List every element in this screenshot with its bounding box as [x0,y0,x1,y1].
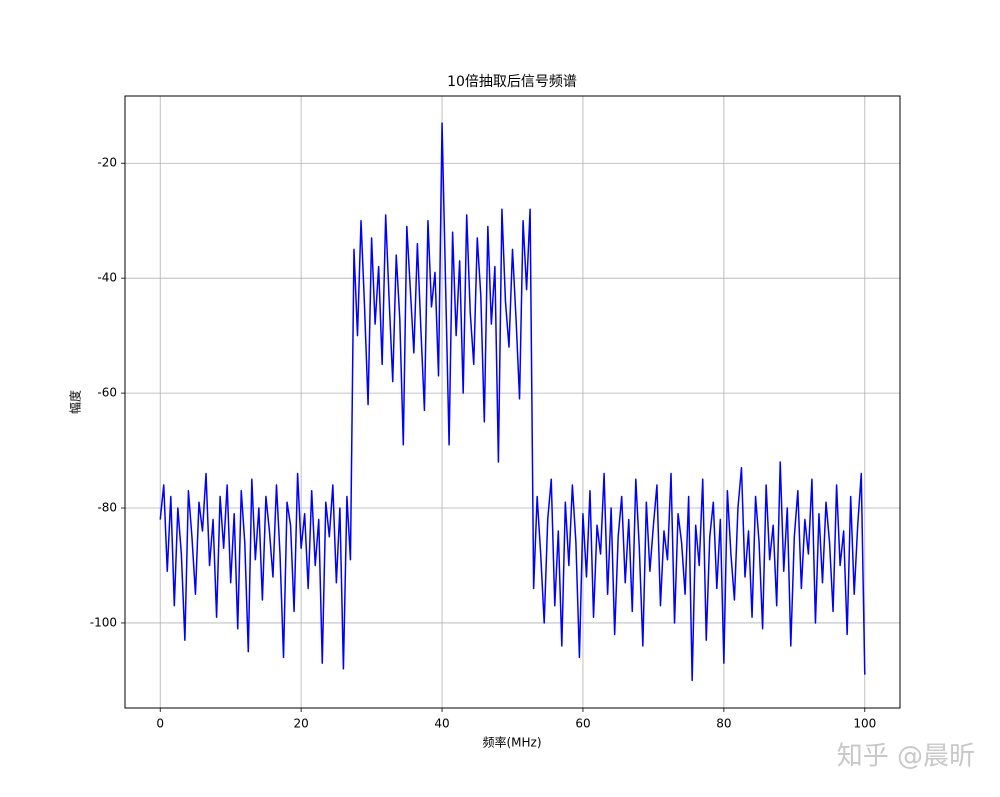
x-tick-label: 60 [575,717,590,731]
x-tick-label: 100 [853,717,876,731]
x-tick-label: 40 [434,717,449,731]
x-tick-label: 20 [293,717,308,731]
y-tick-label: -80 [97,501,117,515]
x-tick-label: 0 [156,717,164,731]
x-tick-label: 80 [716,717,731,731]
y-axis-label: 幅度 [68,390,83,414]
y-tick-label: -40 [97,271,117,285]
watermark: 知乎 @晨昕 [837,742,975,772]
y-tick-label: -20 [97,156,117,170]
plot-frame [124,95,901,709]
x-axis-label: 频率(MHz) [482,735,541,750]
y-tick-label: -100 [90,615,117,629]
data-line [159,122,866,682]
chart-title: 10倍抽取后信号频谱 [447,74,577,90]
y-tick-label: -60 [97,386,117,400]
